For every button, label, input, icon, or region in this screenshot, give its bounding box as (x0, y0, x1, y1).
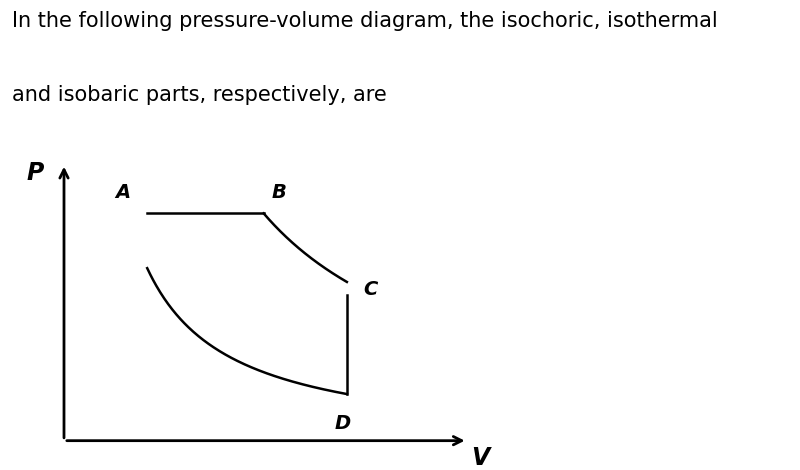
Text: D: D (334, 415, 351, 433)
Text: In the following pressure-volume diagram, the isochoric, isothermal: In the following pressure-volume diagram… (12, 11, 718, 31)
Text: A: A (115, 183, 130, 202)
Text: C: C (363, 280, 378, 298)
Text: V: V (471, 446, 489, 470)
Text: and isobaric parts, respectively, are: and isobaric parts, respectively, are (12, 85, 386, 105)
Text: B: B (272, 183, 287, 202)
Text: P: P (26, 161, 43, 185)
